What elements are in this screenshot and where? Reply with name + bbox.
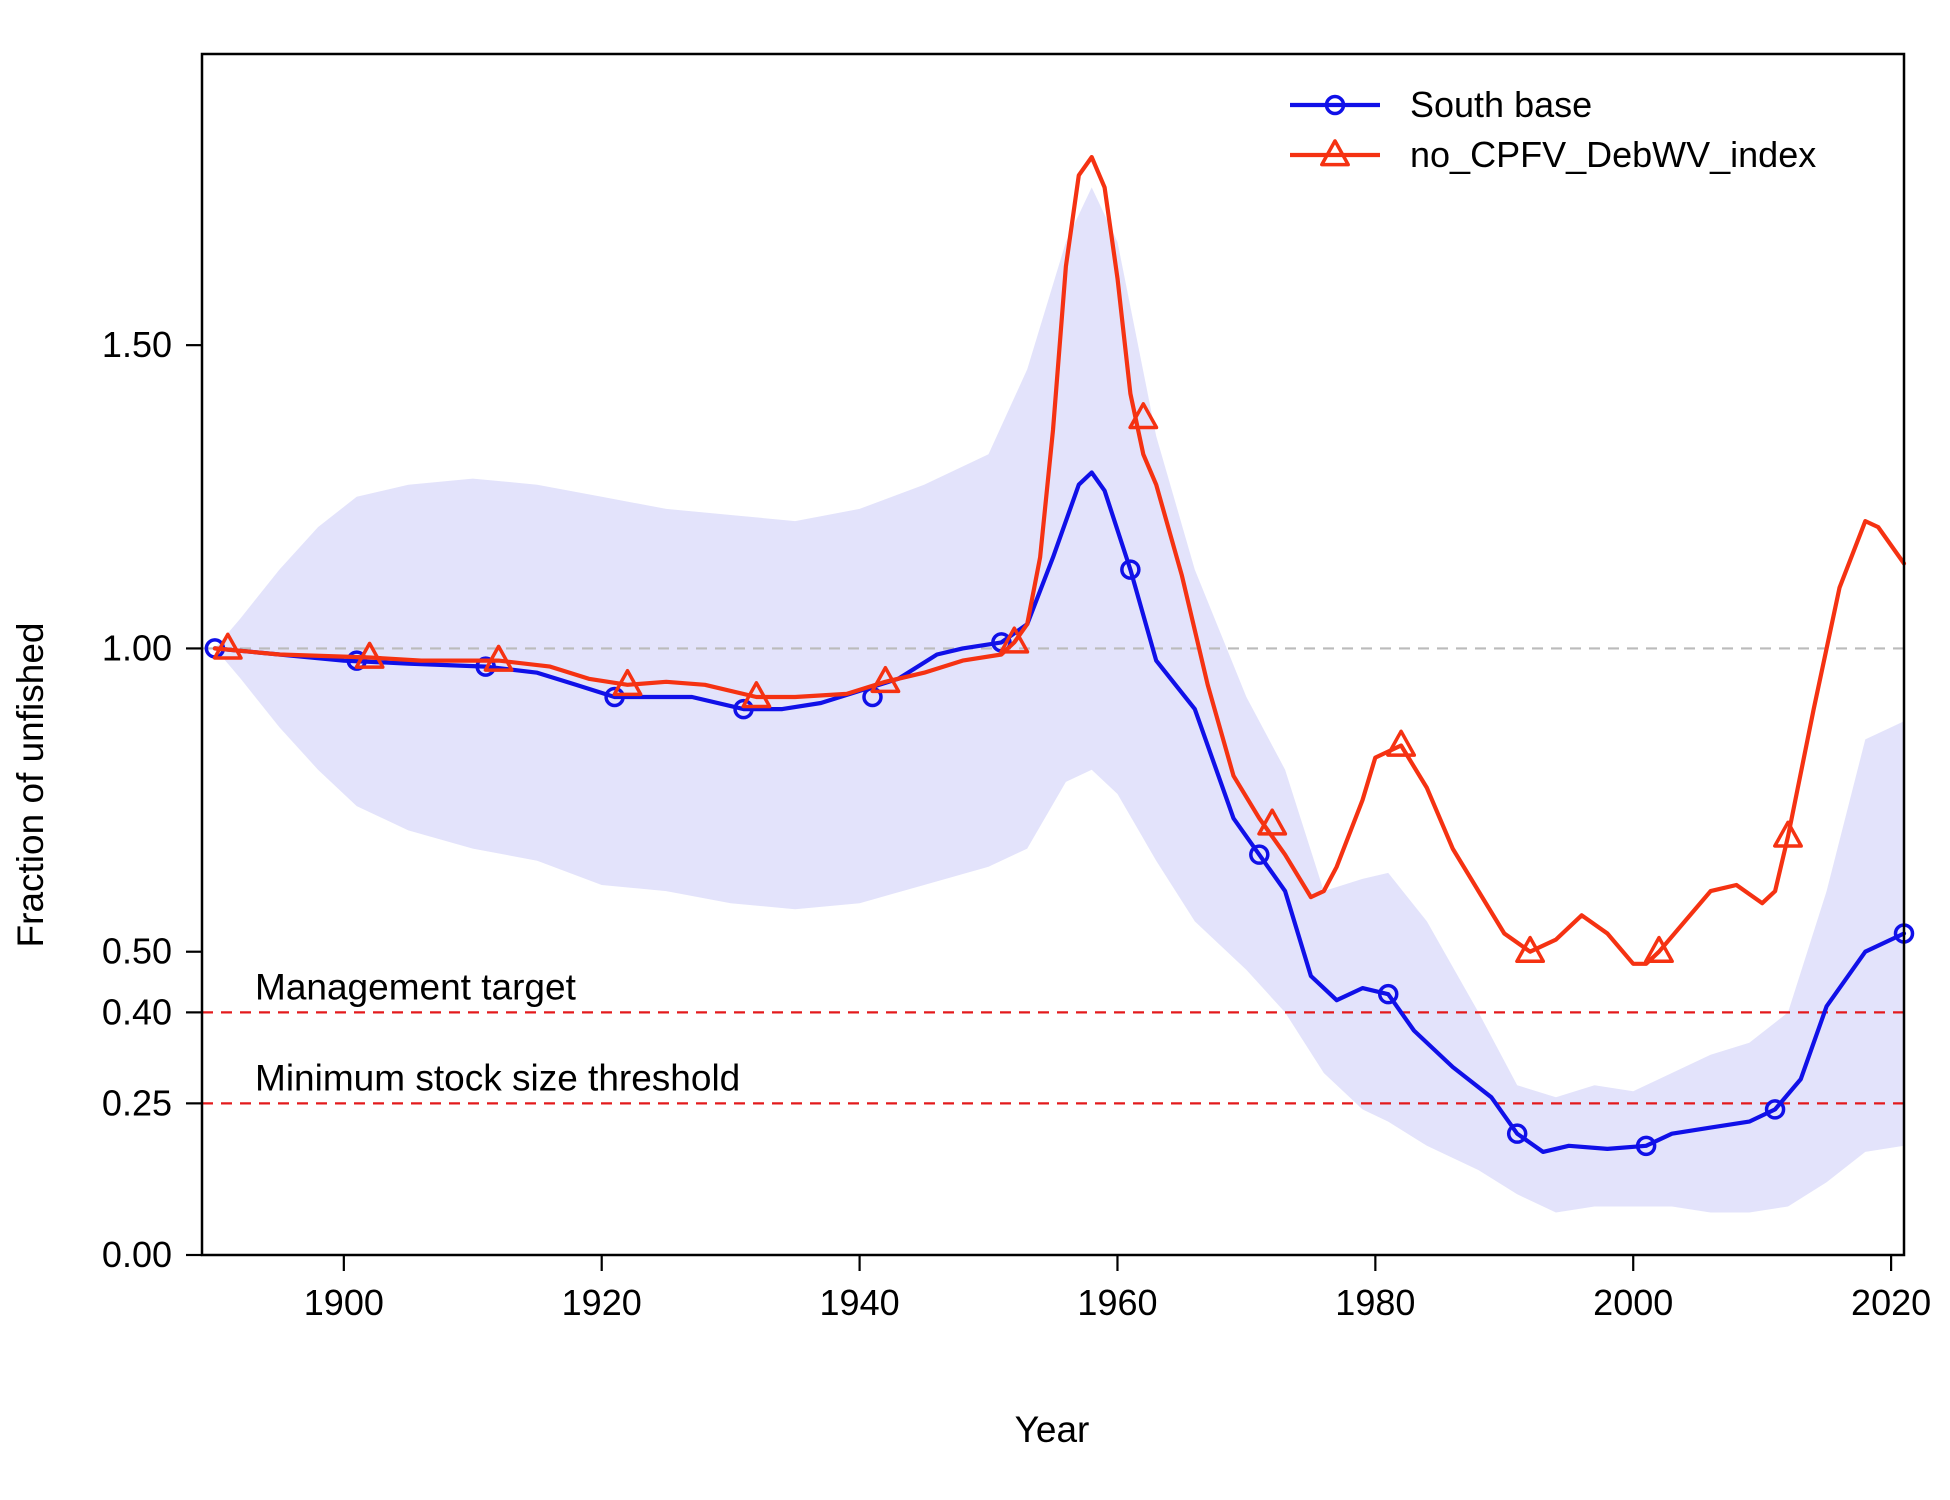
series-line-0 — [212, 470, 1907, 1154]
series-layer — [204, 155, 1915, 1157]
series-1-marker-6 — [999, 626, 1030, 654]
x-tick-label-0: 1900 — [304, 1282, 384, 1323]
y-tick-label-5: 1.50 — [102, 324, 172, 365]
series-0-marker-8 — [1249, 844, 1270, 865]
legend-marker-1 — [1320, 139, 1350, 167]
series-1-marker-8 — [1257, 808, 1288, 836]
series-0-marker-4 — [733, 698, 754, 720]
x-tick-label-4: 1980 — [1335, 1282, 1415, 1323]
series-1-marker-12 — [1773, 820, 1803, 848]
series-1-marker-1 — [354, 641, 385, 669]
series-1-marker-11 — [1644, 935, 1674, 964]
series-1-marker-5 — [870, 665, 901, 694]
x-tick-label-1: 1920 — [562, 1282, 642, 1323]
series-1-marker-4 — [741, 681, 772, 709]
x-tick-label-6: 2020 — [1851, 1282, 1931, 1323]
x-axis: 1900 1920 1940 1960 1980 2000 2020 — [304, 1255, 1931, 1323]
series-1-marker-10 — [1515, 935, 1546, 964]
confidence-band-layer — [214, 187, 1904, 1213]
series-0-marker-7 — [1120, 559, 1141, 580]
y-axis: 0.00 0.25 0.40 0.50 1.00 1.50 — [102, 324, 202, 1275]
series-1-marker-2 — [483, 644, 514, 672]
series-1-marker-3 — [612, 668, 643, 697]
series-0-marker-2 — [475, 656, 496, 677]
legend-label-1: no_CPFV_DebWV_index — [1410, 134, 1816, 175]
legend-marker-0 — [1324, 94, 1346, 116]
legend-label-0: South base — [1410, 84, 1592, 125]
series-0-marker-1 — [346, 650, 367, 671]
x-tick-label-3: 1960 — [1077, 1282, 1157, 1323]
y-tick-label-2: 0.40 — [102, 991, 172, 1032]
reference-line-label-1: Management target — [255, 966, 577, 1007]
series-1-marker-9 — [1386, 729, 1417, 757]
confidence-band — [214, 187, 1904, 1213]
series-0-marker-9 — [1377, 983, 1399, 1005]
x-tick-label-5: 2000 — [1593, 1282, 1673, 1323]
reference-line-label-2: Minimum stock size threshold — [255, 1057, 740, 1098]
y-tick-label-4: 1.00 — [102, 627, 172, 668]
y-tick-label-3: 0.50 — [102, 931, 172, 972]
y-axis-title: Fraction of unfished — [10, 623, 51, 948]
y-tick-label-1: 0.25 — [102, 1082, 172, 1123]
series-1-marker-0 — [212, 632, 243, 660]
series-0-marker-12 — [1764, 1099, 1786, 1120]
series-1-marker-7 — [1128, 402, 1159, 430]
legend: South base no_CPFV_DebWV_index — [1290, 84, 1816, 175]
series-0-marker-10 — [1506, 1123, 1528, 1144]
y-tick-label-0: 0.00 — [102, 1234, 172, 1275]
series-0-marker-11 — [1635, 1135, 1657, 1157]
series-0-marker-3 — [604, 686, 625, 708]
plot-frame — [200, 52, 1906, 1257]
x-axis-title: Year — [1015, 1409, 1090, 1450]
reference-lines-layer: Management target Minimum stock size thre… — [202, 647, 1904, 1105]
x-tick-label-2: 1940 — [820, 1282, 900, 1323]
